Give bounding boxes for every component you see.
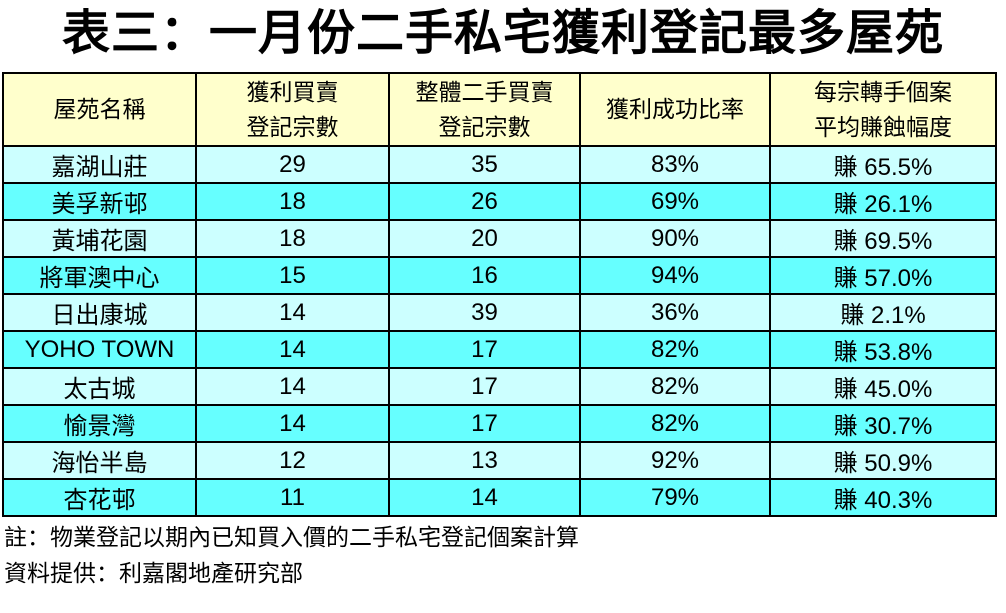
table-row: 愉景灣 14 17 82% 賺 30.7%: [2, 404, 997, 443]
value-cell: 26: [388, 182, 581, 221]
estate-name-cell: 海怡半島: [2, 441, 197, 480]
table-row: 美孚新邨 18 26 69% 賺 26.1%: [2, 182, 997, 221]
estate-name-cell: 美孚新邨: [2, 182, 197, 221]
value-cell: 17: [388, 404, 581, 443]
table-row: 杏花邨 11 14 79% 賺 40.3%: [2, 478, 997, 517]
value-cell: 13: [388, 441, 581, 480]
value-cell: 賺 40.3%: [769, 478, 997, 517]
value-cell: 16: [388, 256, 581, 295]
table-row: 黃埔花園 18 20 90% 賺 69.5%: [2, 219, 997, 258]
estate-name-cell: 將軍澳中心: [2, 256, 197, 295]
value-cell: 29: [195, 145, 390, 184]
page-title: 表三：一月份二手私宅獲利登記最多屋苑: [61, 7, 944, 60]
value-cell: 36%: [579, 293, 771, 332]
column-header: 屋苑名稱: [2, 72, 197, 147]
estate-name-cell: 杏花邨: [2, 478, 197, 517]
estate-name-cell: 黃埔花園: [2, 219, 197, 258]
table-row: 太古城 14 17 82% 賺 45.0%: [2, 367, 997, 406]
value-cell: 83%: [579, 145, 771, 184]
value-cell: 14: [195, 367, 390, 406]
column-header: 獲利買賣 登記宗數: [195, 72, 390, 147]
value-cell: 69%: [579, 182, 771, 221]
table-row: 將軍澳中心 15 16 94% 賺 57.0%: [2, 256, 997, 295]
profit-registrations-table: 屋苑名稱 獲利買賣 登記宗數 整體二手買賣 登記宗數 獲利成功比率 每宗轉手個案 平均賺…: [2, 72, 997, 517]
value-cell: 92%: [579, 441, 771, 480]
value-cell: 賺 26.1%: [769, 182, 997, 221]
value-cell: 賺 53.8%: [769, 330, 997, 369]
table-body: 嘉湖山莊 29 35 83% 賺 65.5% 美孚新邨 18 26 69% 賺 26.1% 黃埔花園…: [2, 145, 997, 517]
calculation-note: 註：物業登記以期內已知買入價的二手私宅登記個案計算: [4, 524, 579, 550]
estate-name-cell: 太古城: [2, 367, 197, 406]
estate-name-cell: 日出康城: [2, 293, 197, 332]
value-cell: 賺 30.7%: [769, 404, 997, 443]
value-cell: 18: [195, 219, 390, 258]
value-cell: 14: [195, 293, 390, 332]
table-row: YOHO TOWN 14 17 82% 賺 53.8%: [2, 330, 997, 369]
value-cell: 18: [195, 182, 390, 221]
value-cell: 35: [388, 145, 581, 184]
value-cell: 94%: [579, 256, 771, 295]
value-cell: 82%: [579, 404, 771, 443]
value-cell: 14: [195, 330, 390, 369]
column-header: 每宗轉手個案 平均賺蝕幅度: [769, 72, 997, 147]
value-cell: 14: [388, 478, 581, 517]
source-note: 資料提供：利嘉閣地產研究部: [4, 560, 303, 586]
table-row: 日出康城 14 39 36% 賺 2.1%: [2, 293, 997, 332]
value-cell: 39: [388, 293, 581, 332]
value-cell: 20: [388, 219, 581, 258]
column-header: 獲利成功比率: [579, 72, 771, 147]
value-cell: 82%: [579, 330, 771, 369]
value-cell: 14: [195, 404, 390, 443]
footnotes: 註：物業登記以期內已知買入價的二手私宅登記個案計算 資料提供：利嘉閣地產研究部: [4, 526, 1006, 585]
table-header-row: 屋苑名稱 獲利買賣 登記宗數 整體二手買賣 登記宗數 獲利成功比率 每宗轉手個案 平均賺…: [2, 72, 997, 147]
value-cell: 賺 57.0%: [769, 256, 997, 295]
value-cell: 79%: [579, 478, 771, 517]
table-row: 海怡半島 12 13 92% 賺 50.9%: [2, 441, 997, 480]
estate-name-cell: YOHO TOWN: [2, 330, 197, 369]
table-row: 嘉湖山莊 29 35 83% 賺 65.5%: [2, 145, 997, 184]
column-header: 整體二手買賣 登記宗數: [388, 72, 581, 147]
value-cell: 賺 50.9%: [769, 441, 997, 480]
value-cell: 11: [195, 478, 390, 517]
value-cell: 賺 69.5%: [769, 219, 997, 258]
value-cell: 17: [388, 330, 581, 369]
value-cell: 15: [195, 256, 390, 295]
value-cell: 賺 45.0%: [769, 367, 997, 406]
estate-name-cell: 愉景灣: [2, 404, 197, 443]
estate-name-cell: 嘉湖山莊: [2, 145, 197, 184]
value-cell: 賺 65.5%: [769, 145, 997, 184]
value-cell: 90%: [579, 219, 771, 258]
value-cell: 賺 2.1%: [769, 293, 997, 332]
value-cell: 82%: [579, 367, 771, 406]
value-cell: 17: [388, 367, 581, 406]
value-cell: 12: [195, 441, 390, 480]
